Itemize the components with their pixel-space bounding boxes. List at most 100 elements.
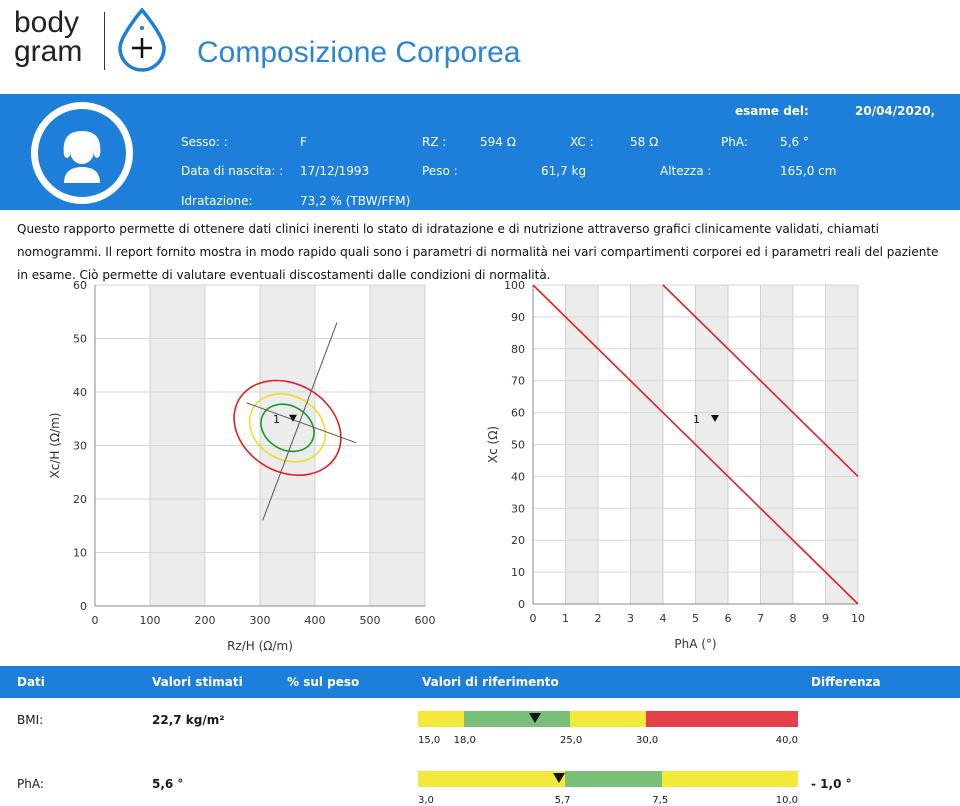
col-valori: Valori stimati — [152, 675, 243, 689]
pha-row-label: PhA: — [17, 777, 44, 791]
idratazione-label: Idratazione: — [181, 194, 253, 208]
nascita-value: 17/12/1993 — [300, 164, 370, 178]
y-tick-label: 80 — [511, 343, 525, 356]
x-tick-label: 200 — [195, 614, 216, 627]
intro-text: Questo rapporto permette di ottenere dat… — [17, 222, 939, 282]
peso-value: 61,7 kg — [541, 164, 587, 178]
idratazione-value: 73,2 % (TBW/FFM) — [300, 194, 411, 208]
x-tick-label: 100 — [140, 614, 161, 627]
rxc-nomogram-chart: 0 100 200 300 400 500 600 0 10 20 30 40 50 60 Rz/H (Ω/… — [48, 279, 436, 653]
y-tick-label: 10 — [73, 547, 87, 560]
x-tick-label: 500 — [360, 614, 381, 627]
x-tick-label: 6 — [725, 612, 732, 625]
peso-label: Peso : — [422, 164, 458, 178]
y-tick-label: 0 — [80, 600, 87, 613]
x-tick-label: 4 — [660, 612, 667, 625]
sesso-label: Sesso: : — [181, 135, 228, 149]
scale-tick-label: 3,0 — [418, 795, 434, 806]
y-tick-label: 50 — [73, 333, 87, 346]
reference-segment — [418, 771, 565, 787]
scale-tick-label: 5,7 — [554, 795, 571, 806]
x-tick-label: 3 — [627, 612, 634, 625]
x-tick-label: 600 — [415, 614, 436, 627]
ellipse-50 — [260, 403, 315, 453]
y-tick-label: 30 — [73, 440, 87, 453]
y-tick-label: 30 — [511, 502, 525, 515]
xc-label: XC : — [570, 135, 594, 149]
x-axis-label: PhA (°) — [674, 637, 716, 651]
pha-value: 5,6 ° — [780, 135, 809, 149]
x-tick-label: 300 — [250, 614, 271, 627]
col-peso: % sul peso — [287, 675, 360, 689]
x-tick-label: 400 — [305, 614, 326, 627]
logo-divider — [104, 12, 105, 70]
y-axis-label: Xc (Ω) — [486, 426, 500, 463]
x-tick-label: 0 — [92, 614, 99, 627]
x-tick-label: 7 — [757, 612, 764, 625]
patient-point-label: 1 — [273, 413, 280, 426]
reference-line-2 — [662, 284, 859, 477]
pha-label: PhA: — [721, 135, 748, 149]
pha-row-value: 5,6 ° — [152, 777, 184, 791]
pha-diff: - 1,0 ° — [811, 777, 852, 791]
scale-tick-label: 10,0 — [775, 795, 798, 806]
reference-segment — [564, 771, 663, 787]
sesso-value: F — [300, 135, 307, 149]
ellipse-75 — [248, 393, 327, 463]
patient-avatar — [31, 102, 133, 204]
reference-segment — [662, 771, 798, 787]
ellipse-95 — [233, 379, 342, 476]
y-tick-label: 60 — [73, 279, 87, 292]
y-axis-label: Xc/H (Ω/m) — [48, 413, 62, 479]
bmi-reference-bar: 15,0 18,0 25,0 30,0 40,0 — [418, 711, 798, 746]
rz-value: 594 Ω — [480, 135, 516, 149]
x-tick-label: 2 — [595, 612, 602, 625]
nascita-label: Data di nascita: : — [181, 164, 284, 178]
x-tick-label: 5 — [692, 612, 699, 625]
y-tick-label: 50 — [511, 439, 525, 452]
scale-tick-label: 40,0 — [775, 735, 798, 746]
scale-tick-label: 30,0 — [636, 735, 659, 746]
y-tick-label: 70 — [511, 375, 525, 388]
altezza-value: 165,0 cm — [780, 164, 837, 178]
col-riferimento: Valori di riferimento — [422, 675, 559, 689]
altezza-label: Altezza : — [660, 164, 712, 178]
y-tick-label: 20 — [511, 534, 525, 547]
value-marker — [529, 713, 542, 723]
x-tick-label: 0 — [530, 612, 537, 625]
y-tick-label: 60 — [511, 407, 525, 420]
value-marker — [553, 773, 566, 783]
page-title: Composizione Corporea — [197, 36, 521, 69]
bmi-label: BMI: — [17, 713, 44, 727]
x-axis-label: Rz/H (Ω/m) — [227, 639, 293, 653]
col-differenza: Differenza — [811, 675, 881, 689]
major-axis-line — [262, 322, 338, 521]
x-tick-label: 8 — [790, 612, 797, 625]
y-tick-label: 90 — [511, 311, 525, 324]
patient-header: esame del: 20/04/2020, Sesso: : F RZ : 5… — [0, 94, 960, 210]
data-table-header: Dati Valori stimati % sul peso Valori di… — [0, 666, 960, 698]
y-tick-label: 100 — [504, 279, 525, 292]
logo-text-line1: body — [14, 6, 80, 39]
y-tick-label: 40 — [511, 470, 525, 483]
logo-text-line2: gram — [14, 35, 83, 68]
scale-tick-label: 25,0 — [560, 735, 583, 746]
patient-point-marker — [711, 414, 719, 422]
user-female-icon — [63, 131, 101, 183]
col-dati: Dati — [17, 675, 45, 689]
rz-label: RZ : — [422, 135, 447, 149]
scale-tick-label: 7,5 — [652, 795, 669, 806]
drop-plus-icon — [118, 8, 166, 72]
y-tick-label: 10 — [511, 566, 525, 579]
reference-segment — [418, 711, 464, 727]
x-tick-label: 1 — [562, 612, 569, 625]
y-tick-label: 40 — [73, 386, 87, 399]
scale-tick-label: 18,0 — [453, 735, 476, 746]
y-tick-label: 20 — [73, 493, 87, 506]
y-tick-label: 0 — [518, 598, 525, 611]
exam-label: esame del: — [735, 104, 809, 118]
bmi-value: 22,7 kg/m² — [152, 713, 225, 727]
reference-segment — [570, 711, 646, 727]
reference-line-1 — [532, 284, 859, 605]
reference-segment — [463, 711, 570, 727]
